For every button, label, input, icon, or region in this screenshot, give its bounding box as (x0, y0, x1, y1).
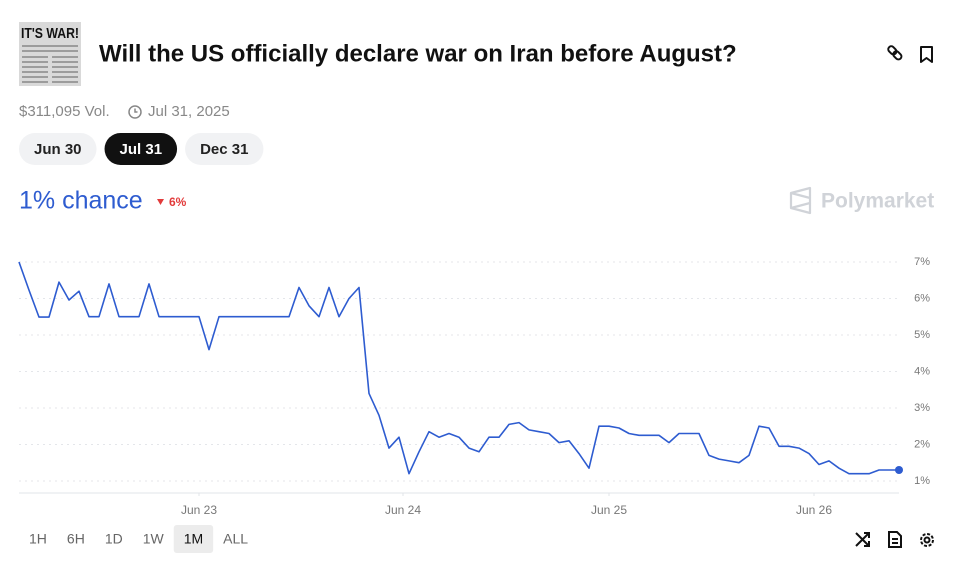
chance: 1% chance (19, 187, 143, 215)
y-tick-label: 2% (914, 438, 930, 450)
range-button[interactable]: 1H (29, 531, 47, 547)
range-button[interactable]: ALL (223, 531, 248, 547)
change-down-arrow (157, 199, 164, 205)
volume: $311,095 Vol. (19, 103, 110, 120)
bookmark-icon[interactable] (920, 46, 933, 63)
last-point (895, 466, 903, 475)
price-line (18, 261, 899, 475)
range-button[interactable]: 6H (67, 531, 85, 547)
x-tick-label: Jun 24 (385, 503, 421, 517)
range-button[interactable]: 1M (184, 531, 203, 547)
shuffle-icon[interactable] (855, 532, 870, 547)
x-tick-label: Jun 23 (181, 503, 217, 517)
x-tick-label: Jun 25 (591, 503, 627, 517)
y-tick-label: 4% (914, 365, 930, 377)
date-tab-label[interactable]: Jul 31 (120, 141, 163, 158)
y-tick-label: 6% (914, 292, 930, 304)
clock-icon (128, 105, 142, 119)
price-chart: 7% 6% 5% 4% 3% 2% 1% Jun 23 Jun 24 Jun 25 Jun 26 (18, 256, 930, 517)
range-button[interactable]: 1W (143, 531, 165, 547)
date-tab-label[interactable]: Jun 30 (34, 141, 82, 158)
y-tick-label: 7% (914, 256, 930, 268)
end-date: Jul 31, 2025 (148, 103, 230, 120)
date-tab-label[interactable]: Dec 31 (200, 141, 248, 158)
range-button[interactable]: 1D (105, 531, 123, 547)
clock-hands (134, 108, 138, 113)
y-tick-label: 1% (914, 475, 930, 487)
change: 6% (169, 195, 187, 209)
date-tab[interactable] (19, 133, 97, 165)
range-button-bg[interactable] (173, 525, 214, 553)
date-tabs: Jun 30 Jul 31 Dec 31 (19, 133, 264, 165)
date-tab[interactable] (185, 133, 264, 165)
market-title: Will the US officially declare war on Ir… (99, 40, 737, 67)
link-icon[interactable] (887, 45, 903, 61)
range-buttons: 1H 6H 1D 1W 1M ALL (29, 525, 248, 553)
thumbnail-text: IT'S WAR! (21, 25, 79, 42)
settings-icon[interactable] (920, 533, 934, 547)
x-tick-label: Jun 26 (796, 503, 832, 517)
thumbnail: IT'S WAR! (19, 22, 81, 86)
brand: Polymarket (821, 190, 934, 213)
document-icon[interactable] (888, 531, 902, 548)
brand-logo (789, 186, 812, 215)
y-tick-label: 3% (914, 402, 930, 414)
date-tab[interactable] (104, 133, 178, 165)
y-tick-label: 5% (914, 329, 930, 341)
